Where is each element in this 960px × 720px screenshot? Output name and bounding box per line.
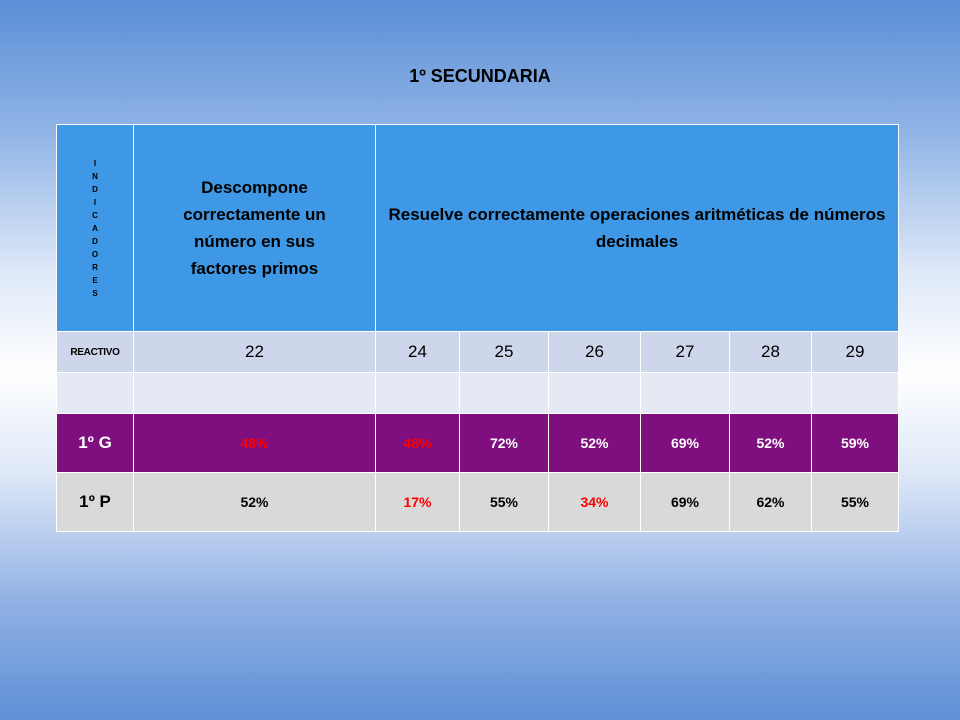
blank-cell (640, 372, 730, 414)
score-cell: 34% (548, 472, 641, 532)
score-cell: 52% (548, 413, 641, 473)
reactivo-cell: 24 (375, 331, 460, 373)
score-cell: 69% (640, 472, 730, 532)
blank-cell (548, 372, 641, 414)
score-cell: 52% (729, 413, 812, 473)
group-label: 1º P (56, 472, 134, 532)
blank-cell (56, 372, 134, 414)
indicadores-letter: D (92, 236, 98, 246)
group-row-1g: 1º G 48% 48% 72% 52% 69% 52% 59% (56, 413, 899, 473)
blank-cell (375, 372, 460, 414)
score-cell: 59% (811, 413, 899, 473)
reactivo-label: REACTIVO (56, 331, 134, 373)
reactivo-cell: 27 (640, 331, 730, 373)
blank-cell (133, 372, 376, 414)
score-cell: 69% (640, 413, 730, 473)
reactivo-cell: 25 (459, 331, 549, 373)
reactivo-cell: 22 (133, 331, 376, 373)
reactivo-cell: 28 (729, 331, 812, 373)
reactivo-cell: 29 (811, 331, 899, 373)
indicator-header-decimals: Resuelve correctamente operaciones aritm… (375, 124, 899, 332)
indicadores-letter: N (92, 171, 98, 181)
reactivo-cell: 26 (548, 331, 641, 373)
blank-cell (459, 372, 549, 414)
blank-cell (729, 372, 812, 414)
indicadores-letter: E (92, 275, 98, 285)
score-cell: 72% (459, 413, 549, 473)
indicadores-letter: C (92, 210, 98, 220)
slide-title: 1º SECUNDARIA (409, 66, 551, 86)
indicadores-letter: I (93, 158, 97, 168)
blank-cell (811, 372, 899, 414)
header-row: I N D I C A D O R E S Descompone correct… (56, 124, 899, 332)
indicadores-letter: D (92, 184, 98, 194)
score-cell: 55% (459, 472, 549, 532)
indicadores-header: I N D I C A D O R E S (56, 124, 134, 332)
score-cell: 48% (133, 413, 376, 473)
blank-row (56, 372, 899, 414)
indicadores-letter: I (93, 197, 97, 207)
score-cell: 55% (811, 472, 899, 532)
score-cell: 52% (133, 472, 376, 532)
indicator-header-decimals-text: Resuelve correctamente operaciones aritm… (388, 205, 886, 251)
group-label: 1º G (56, 413, 134, 473)
score-cell: 17% (375, 472, 460, 532)
indicator-header-factors-text: Descompone correctamente un número en su… (183, 178, 326, 278)
results-table: I N D I C A D O R E S Descompone correct… (56, 124, 899, 532)
group-row-1p: 1º P 52% 17% 55% 34% 69% 62% 55% (56, 472, 899, 532)
indicadores-letter: S (92, 288, 98, 298)
score-cell: 62% (729, 472, 812, 532)
indicadores-letter: R (92, 262, 98, 272)
score-cell: 48% (375, 413, 460, 473)
reactivo-row: REACTIVO 22 24 25 26 27 28 29 (56, 331, 899, 373)
indicator-header-factors: Descompone correctamente un número en su… (133, 124, 376, 332)
indicadores-letter: A (92, 223, 98, 233)
indicadores-letter: O (91, 249, 99, 259)
